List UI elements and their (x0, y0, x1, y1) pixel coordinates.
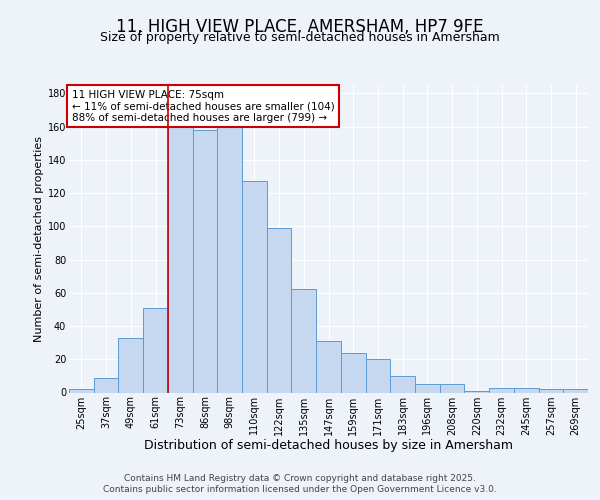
Text: Contains HM Land Registry data © Crown copyright and database right 2025.: Contains HM Land Registry data © Crown c… (124, 474, 476, 483)
Text: Size of property relative to semi-detached houses in Amersham: Size of property relative to semi-detach… (100, 31, 500, 44)
Bar (440, 384, 464, 392)
Bar (69, 389, 94, 392)
Bar (242, 182, 267, 392)
Bar (168, 110, 193, 393)
Bar (415, 384, 440, 392)
Bar (217, 126, 242, 392)
Bar (514, 388, 539, 392)
X-axis label: Distribution of semi-detached houses by size in Amersham: Distribution of semi-detached houses by … (144, 439, 513, 452)
Bar (365, 360, 390, 392)
Bar (489, 388, 514, 392)
Text: 11 HIGH VIEW PLACE: 75sqm
← 11% of semi-detached houses are smaller (104)
88% of: 11 HIGH VIEW PLACE: 75sqm ← 11% of semi-… (71, 90, 334, 123)
Text: Contains public sector information licensed under the Open Government Licence v3: Contains public sector information licen… (103, 485, 497, 494)
Bar (267, 228, 292, 392)
Bar (118, 338, 143, 392)
Bar (193, 130, 217, 392)
Bar (292, 290, 316, 393)
Bar (143, 308, 168, 392)
Y-axis label: Number of semi-detached properties: Number of semi-detached properties (34, 136, 44, 342)
Text: 11, HIGH VIEW PLACE, AMERSHAM, HP7 9FE: 11, HIGH VIEW PLACE, AMERSHAM, HP7 9FE (116, 18, 484, 36)
Bar (464, 391, 489, 392)
Bar (390, 376, 415, 392)
Bar (539, 389, 563, 392)
Bar (341, 352, 365, 393)
Bar (563, 389, 588, 392)
Bar (316, 341, 341, 392)
Bar (94, 378, 118, 392)
